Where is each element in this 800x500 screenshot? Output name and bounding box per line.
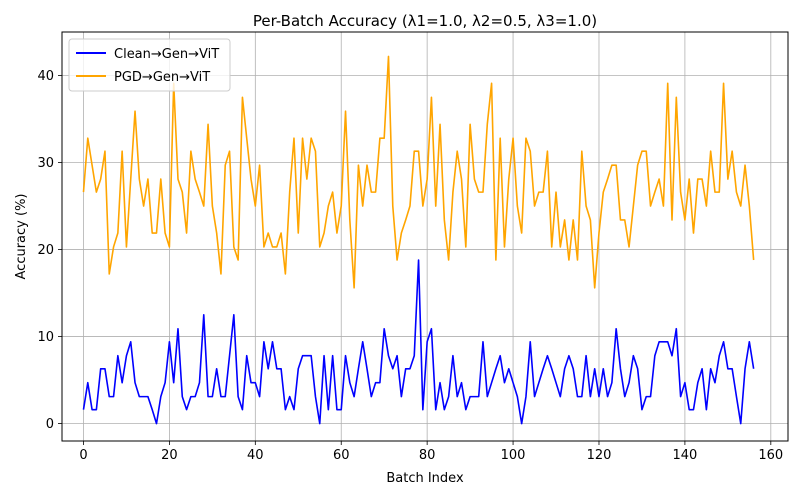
series-lines bbox=[82, 55, 755, 425]
x-tick-label: 20 bbox=[161, 448, 178, 463]
x-axis-label: Batch Index bbox=[386, 471, 464, 486]
grid-lines bbox=[62, 32, 788, 441]
y-axis-label: Accuracy (%) bbox=[14, 194, 29, 280]
x-tick-label: 60 bbox=[333, 448, 350, 463]
x-axis-ticks: 0 20 40 60 80 100 120 140 160 bbox=[79, 441, 783, 463]
x-tick-label: 100 bbox=[501, 448, 526, 463]
x-tick-label: 160 bbox=[758, 448, 783, 463]
x-tick-label: 140 bbox=[672, 448, 697, 463]
y-axis-ticks: 0 10 20 30 40 bbox=[37, 69, 62, 432]
legend: Clean→Gen→ViT PGD→Gen→ViT bbox=[68, 38, 231, 92]
series-line-pgd bbox=[82, 55, 755, 289]
x-tick-label: 120 bbox=[587, 448, 612, 463]
plot-frame bbox=[61, 31, 789, 442]
legend-box bbox=[68, 38, 231, 92]
legend-label-pgd: PGD→Gen→ViT bbox=[114, 70, 210, 85]
y-tick-label: 0 bbox=[46, 417, 54, 432]
y-tick-label: 30 bbox=[37, 156, 54, 171]
y-tick-label: 20 bbox=[37, 243, 54, 258]
x-tick-label: 40 bbox=[247, 448, 264, 463]
x-tick-label: 80 bbox=[419, 448, 436, 463]
x-tick-label: 0 bbox=[79, 448, 87, 463]
y-tick-label: 10 bbox=[37, 330, 54, 345]
series-line-clean bbox=[82, 259, 755, 425]
y-tick-label: 40 bbox=[37, 69, 54, 84]
chart-title: Per-Batch Accuracy (λ1=1.0, λ2=0.5, λ3=1… bbox=[253, 12, 597, 30]
legend-label-clean: Clean→Gen→ViT bbox=[114, 47, 219, 62]
